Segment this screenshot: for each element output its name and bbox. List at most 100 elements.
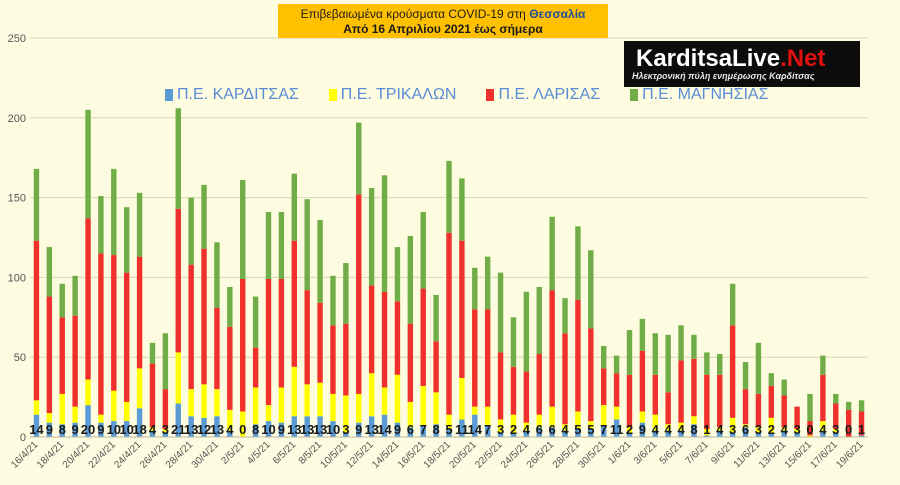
bar-segment	[240, 278, 246, 412]
bar-segment	[652, 414, 658, 431]
value-label: 7	[484, 422, 491, 437]
bar-segment	[807, 393, 813, 422]
bar-segment	[742, 361, 749, 390]
value-label: 4	[665, 422, 673, 437]
bar-segment	[691, 424, 697, 437]
value-label: 6	[742, 422, 749, 437]
value-label: 3	[755, 422, 762, 437]
bar-segment	[781, 427, 787, 431]
bar-segment	[356, 393, 362, 423]
bar-segment	[833, 403, 839, 430]
y-axis: 0 50 100 150 200 250	[8, 33, 26, 444]
bar-segment	[136, 192, 143, 257]
value-label: 7	[600, 422, 607, 437]
bar-segment	[317, 416, 323, 437]
value-label: 9	[394, 422, 401, 437]
bar-segment	[562, 424, 568, 431]
bar-segment	[214, 242, 220, 308]
bar-segment	[523, 430, 530, 437]
x-tick-label: 28/4/21	[164, 439, 196, 471]
chart-title-prefix: Επιβεβαιωμένα κρούσματα COVID-19 στη	[300, 7, 526, 21]
x-tick-label: 12/5/21	[344, 439, 376, 471]
bar-segment	[343, 263, 349, 324]
bar-segment	[601, 346, 607, 369]
bar-segment	[549, 216, 555, 291]
value-label: 1	[858, 422, 865, 437]
bar-segment	[781, 430, 787, 437]
bar-segment	[85, 218, 91, 380]
bar-segment	[304, 199, 310, 291]
bar-segment	[343, 432, 349, 437]
bar-segment	[497, 432, 504, 437]
chart-subtitle: Από 16 Απριλίου 2021 έως σήμερα	[343, 22, 543, 36]
bar-segment	[175, 403, 181, 437]
bar-segment	[240, 411, 246, 437]
value-label: 7	[420, 422, 427, 437]
bar-segment	[833, 432, 839, 437]
value-label: 4	[781, 422, 789, 437]
value-label: 10	[326, 422, 340, 437]
bar-segment	[265, 421, 272, 437]
bar-segment	[484, 309, 491, 407]
value-label: 9	[97, 422, 104, 437]
bar-segment	[484, 406, 491, 426]
bar-segment	[85, 405, 91, 437]
bar-segment	[149, 427, 156, 431]
bar-segment	[459, 240, 465, 378]
bar-segment	[98, 253, 104, 415]
bar-segment	[833, 393, 839, 404]
bar-segment	[214, 416, 220, 437]
legend-swatch	[486, 89, 495, 101]
x-tick-label: 3/6/21	[632, 439, 660, 467]
bar-segment	[368, 188, 375, 286]
bar-segment	[162, 333, 169, 390]
value-label: 12	[197, 422, 211, 437]
bar-segment	[72, 406, 78, 423]
bar-segment	[704, 435, 710, 437]
bar-segment	[549, 406, 555, 428]
bar-segment	[136, 368, 143, 409]
value-label: 6	[536, 422, 543, 437]
bar-segment	[291, 416, 297, 437]
bar-segment	[33, 400, 40, 415]
bar-segment	[601, 425, 607, 437]
bar-segment	[188, 264, 194, 390]
x-tick-label: 6/5/21	[271, 439, 299, 467]
x-tick-label: 22/4/21	[87, 439, 119, 471]
bar-segment	[510, 414, 517, 434]
x-tick-label: 30/5/21	[576, 439, 608, 471]
bar-segment	[433, 424, 439, 437]
value-label: 1	[703, 422, 710, 437]
value-label: 2	[768, 422, 775, 437]
bar-segment	[265, 211, 272, 279]
value-label: 18	[132, 422, 146, 437]
bar-segment	[549, 290, 555, 407]
bar-segment	[59, 317, 65, 394]
bar-segment	[717, 354, 723, 375]
bar-segment	[704, 352, 710, 375]
bar-segment	[136, 256, 143, 369]
bar-segment	[562, 430, 568, 437]
bar-segment	[794, 429, 800, 433]
bar-segment	[343, 395, 349, 433]
value-label: 13	[364, 422, 378, 437]
bar-segment	[278, 211, 285, 279]
value-label: 13	[313, 422, 327, 437]
bar-segment	[252, 296, 259, 348]
bars	[33, 108, 865, 437]
x-tick-label: 13/6/21	[757, 439, 789, 471]
y-tick-label: 50	[14, 352, 26, 364]
bar-segment	[536, 427, 542, 437]
x-tick-label: 16/5/21	[396, 439, 428, 471]
bar-segment	[368, 285, 375, 374]
bar-segment	[162, 432, 169, 437]
bar-segment	[497, 419, 504, 433]
bar-segment	[742, 424, 749, 428]
bar-segment	[201, 248, 207, 385]
bar-segment	[755, 432, 762, 437]
bar-segment	[123, 421, 130, 437]
bar-segment	[497, 272, 504, 353]
bar-segment	[59, 424, 65, 437]
bar-segment	[807, 435, 813, 437]
value-label: 9	[72, 422, 79, 437]
